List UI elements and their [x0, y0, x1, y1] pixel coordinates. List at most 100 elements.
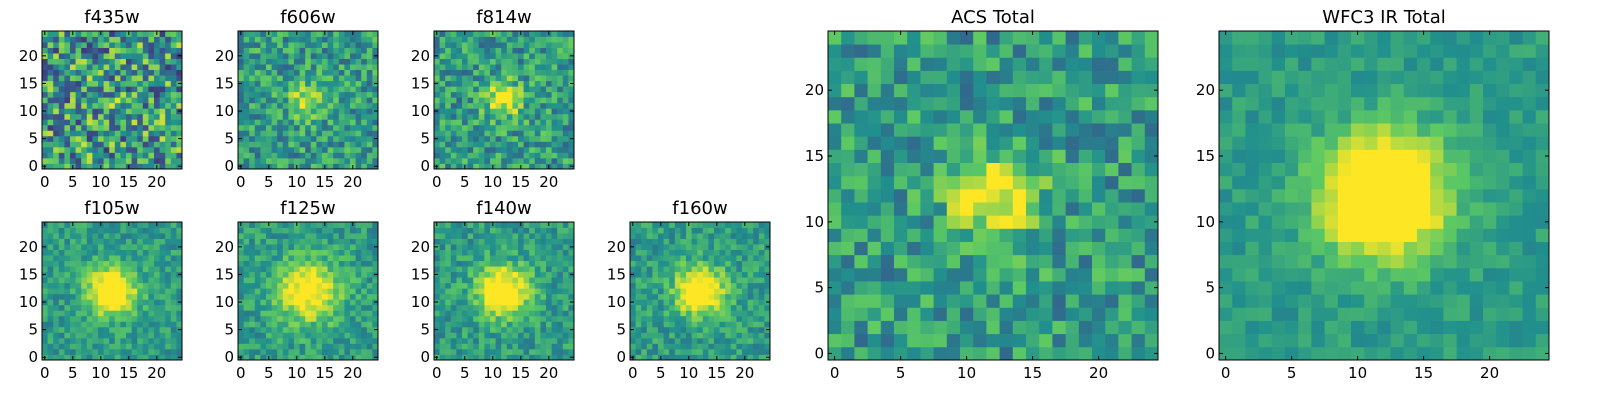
heatmap-cell — [114, 135, 121, 142]
heatmap-cell — [47, 354, 54, 361]
heatmap-cell — [137, 288, 144, 295]
heatmap-cell — [495, 238, 502, 245]
heatmap-cell — [294, 42, 300, 48]
heatmap-cell — [47, 299, 54, 306]
heatmap-cell — [652, 260, 659, 267]
heatmap-cell — [680, 337, 687, 344]
heatmap-cell — [58, 304, 65, 311]
heatmap-cell — [467, 266, 474, 273]
heatmap-cell — [131, 354, 138, 361]
heatmap-cell — [456, 326, 463, 333]
heatmap-cell — [702, 315, 709, 322]
heatmap-cell — [512, 266, 519, 273]
heatmap-cell — [456, 315, 463, 322]
heatmap-cell — [894, 346, 908, 361]
heatmap-cell — [658, 332, 664, 339]
heatmap-cell — [372, 31, 379, 37]
heatmap-cell — [70, 42, 76, 48]
heatmap-cell — [495, 69, 502, 76]
heatmap-cell — [64, 244, 71, 250]
heatmap-cell — [456, 244, 463, 250]
heatmap-cell — [736, 310, 743, 317]
heatmap-cell — [434, 69, 440, 76]
heatmap-cell — [467, 222, 474, 228]
heatmap-cell — [305, 299, 312, 306]
heatmap-cell — [86, 58, 93, 65]
heatmap-cell — [518, 157, 524, 164]
heatmap-cell — [725, 299, 732, 306]
heatmap-cell — [137, 163, 144, 170]
heatmap-cell — [484, 146, 491, 153]
heatmap-cell — [103, 315, 110, 322]
heatmap-cell — [702, 255, 709, 262]
heatmap-cell — [495, 47, 502, 54]
heatmap-cell — [282, 343, 289, 350]
heatmap-cell — [920, 254, 934, 269]
heatmap-cell — [327, 348, 334, 355]
heatmap-cell — [512, 31, 519, 37]
heatmap-cell — [288, 91, 295, 98]
heatmap-cell — [120, 299, 127, 306]
axes-frame — [41, 30, 183, 170]
heatmap-cell — [663, 249, 670, 256]
heatmap-cell — [86, 135, 93, 142]
heatmap-cell — [456, 227, 463, 234]
heatmap-cell — [299, 244, 306, 250]
heatmap-cell — [686, 304, 692, 311]
heatmap-cell — [260, 315, 267, 322]
heatmap-cell — [170, 119, 177, 126]
heatmap-cell — [53, 58, 60, 65]
heatmap-cell — [702, 326, 709, 333]
heatmap-cell — [747, 293, 754, 300]
heatmap-cell — [75, 354, 82, 361]
heatmap-cell — [736, 288, 743, 295]
heatmap-cell — [322, 238, 328, 245]
heatmap-cell — [725, 288, 732, 295]
heatmap-cell — [1052, 307, 1066, 321]
heatmap-cell — [299, 157, 306, 164]
heatmap-cell — [473, 124, 480, 131]
heatmap-cell — [742, 343, 748, 350]
heatmap-cell — [646, 277, 653, 284]
heatmap-cell — [58, 321, 65, 328]
heatmap-cell — [736, 282, 743, 289]
heatmap-cell — [551, 315, 558, 322]
heatmap-cell — [170, 80, 177, 87]
heatmap-cell — [266, 233, 272, 239]
heatmap-cell — [719, 266, 726, 273]
heatmap-cell — [148, 326, 155, 333]
heatmap-cell — [490, 47, 496, 54]
heatmap-cell — [894, 254, 908, 269]
heatmap-cell — [148, 315, 155, 322]
heatmap-cell — [260, 348, 267, 355]
heatmap-cell — [652, 233, 659, 239]
heatmap-cell — [114, 227, 121, 234]
heatmap-cell — [338, 124, 345, 131]
heatmap-cell — [434, 321, 440, 328]
heatmap-cell — [120, 102, 127, 109]
heatmap-cell — [131, 326, 138, 333]
heatmap-cell — [697, 348, 704, 355]
heatmap-cell — [1105, 215, 1119, 229]
heatmap-cell — [708, 266, 715, 273]
heatmap-cell — [736, 348, 743, 355]
heatmap-cell — [238, 343, 244, 350]
heatmap-cell — [674, 227, 681, 234]
heatmap-cell — [81, 304, 88, 311]
heatmap-cell — [170, 36, 177, 43]
heatmap-cell — [518, 97, 524, 104]
heatmap-cell — [946, 346, 961, 361]
heatmap-cell — [450, 102, 457, 109]
heatmap-cell — [1131, 175, 1146, 190]
heatmap-cell — [562, 288, 569, 295]
heatmap-cell — [277, 249, 284, 256]
heatmap-cell — [92, 332, 99, 339]
heatmap-cell — [880, 267, 895, 282]
heatmap-cell — [568, 113, 575, 120]
heatmap-cell — [92, 260, 99, 267]
heatmap-cell — [764, 266, 771, 273]
heatmap-cell — [137, 47, 144, 54]
heatmap-cell — [828, 188, 842, 203]
heatmap-cell — [260, 119, 267, 126]
heatmap-cell — [540, 86, 547, 93]
